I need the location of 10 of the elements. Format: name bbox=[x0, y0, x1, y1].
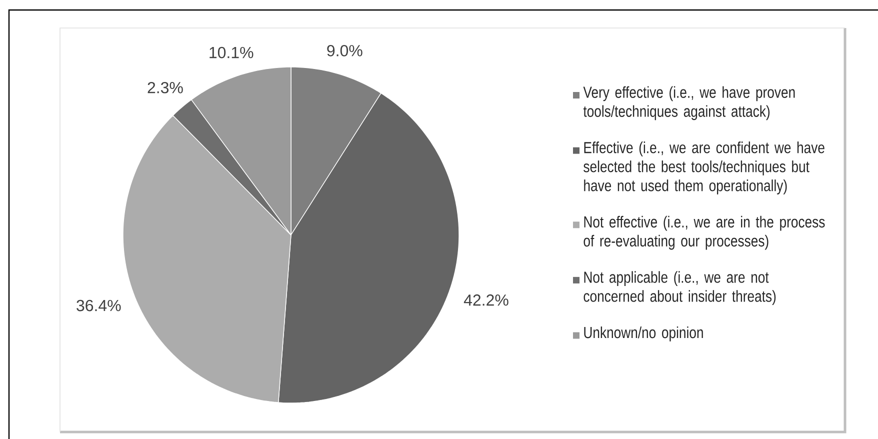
data-label: 36.4% bbox=[76, 300, 121, 312]
legend-label: Unknown/no opinion bbox=[584, 326, 703, 342]
legend-label: Not effective (i.e., we are in the process of re-evaluating our processes) bbox=[584, 216, 825, 250]
legend-label: Not applicable (i.e., we are not concerned about insider threats) bbox=[584, 271, 776, 306]
legend-label: Very effective (i.e., we have proven tools/techniques against attack) bbox=[583, 86, 795, 120]
data-label: 42.2% bbox=[464, 294, 508, 306]
data-label: 10.1% bbox=[210, 46, 254, 58]
data-label: 9.0% bbox=[327, 45, 362, 56]
legend-label: Effective (i.e., we are confident we have selected the best tools/techniques but have not used them operationally) bbox=[584, 142, 824, 194]
data-label: 2.3% bbox=[148, 82, 183, 94]
